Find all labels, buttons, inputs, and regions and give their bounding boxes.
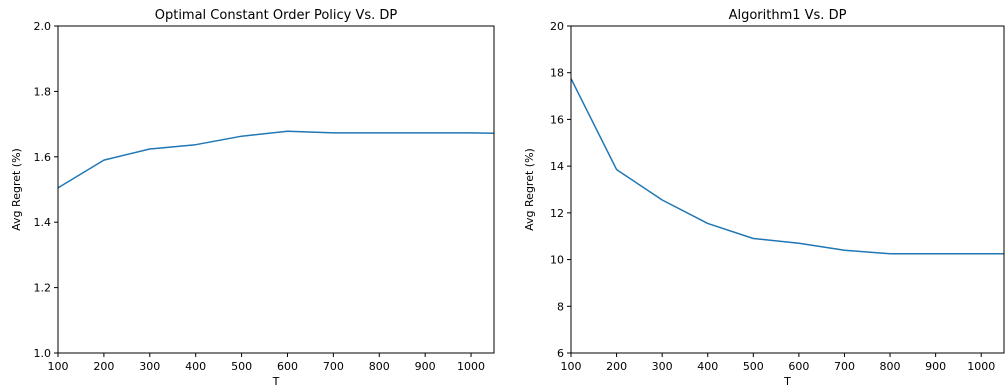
axes-frame: [57, 25, 495, 354]
x-tick-label: 500: [743, 360, 764, 373]
x-tick-label: 100: [48, 360, 69, 373]
x-tick-label: 300: [139, 360, 160, 373]
y-tick-label: 8: [557, 300, 564, 313]
x-tick-label: 700: [323, 360, 344, 373]
chart-title: Algorithm1 Vs. DP: [729, 8, 847, 23]
y-tick-label: 18: [550, 67, 564, 80]
y-tick-label: 2.0: [34, 20, 52, 33]
y-tick-label: 14: [550, 160, 564, 173]
y-tick-label: 6: [557, 347, 564, 360]
x-tick-label: 500: [231, 360, 252, 373]
y-tick-label: 12: [550, 207, 564, 220]
x-tick-label: 200: [93, 360, 114, 373]
x-tick-label: 100: [561, 360, 582, 373]
series-line: [570, 78, 1004, 255]
y-axis-label: Avg Regret (%): [10, 148, 23, 231]
y-tick-label: 1.4: [34, 216, 52, 229]
x-tick-label: 900: [415, 360, 436, 373]
right-chart: Algorithm1 Vs. DP T Avg Regret (%) 100 20…: [523, 8, 1005, 388]
y-tick-label: 1.0: [34, 347, 52, 360]
axes-frame: [570, 25, 1005, 354]
x-tick-label: 300: [652, 360, 673, 373]
y-tick-label: 1.6: [34, 151, 52, 164]
chart-title: Optimal Constant Order Policy Vs. DP: [155, 8, 398, 23]
x-axis-label: T: [272, 375, 280, 388]
y-axis-label: Avg Regret (%): [523, 148, 536, 231]
y-tick-label: 20: [550, 20, 564, 33]
x-tick-label: 600: [277, 360, 298, 373]
series-line: [57, 130, 495, 189]
x-tick-label: 400: [185, 360, 206, 373]
x-tick-label: 200: [606, 360, 627, 373]
y-tick-label: 10: [550, 254, 564, 267]
x-tick-label: 700: [834, 360, 855, 373]
x-axis-label: T: [783, 375, 791, 388]
x-tick-label: 800: [369, 360, 390, 373]
y-tick-label: 1.2: [34, 282, 52, 295]
x-tick-label: 400: [697, 360, 718, 373]
left-chart: Optimal Constant Order Policy Vs. DP T A…: [10, 8, 495, 388]
x-tick-label: 600: [788, 360, 809, 373]
y-tick-label: 1.8: [34, 85, 52, 98]
x-tick-label: 900: [925, 360, 946, 373]
y-tick-label: 16: [550, 113, 564, 126]
x-tick-label: 1000: [967, 360, 995, 373]
x-tick-label: 800: [880, 360, 901, 373]
x-tick-label: 1000: [457, 360, 485, 373]
